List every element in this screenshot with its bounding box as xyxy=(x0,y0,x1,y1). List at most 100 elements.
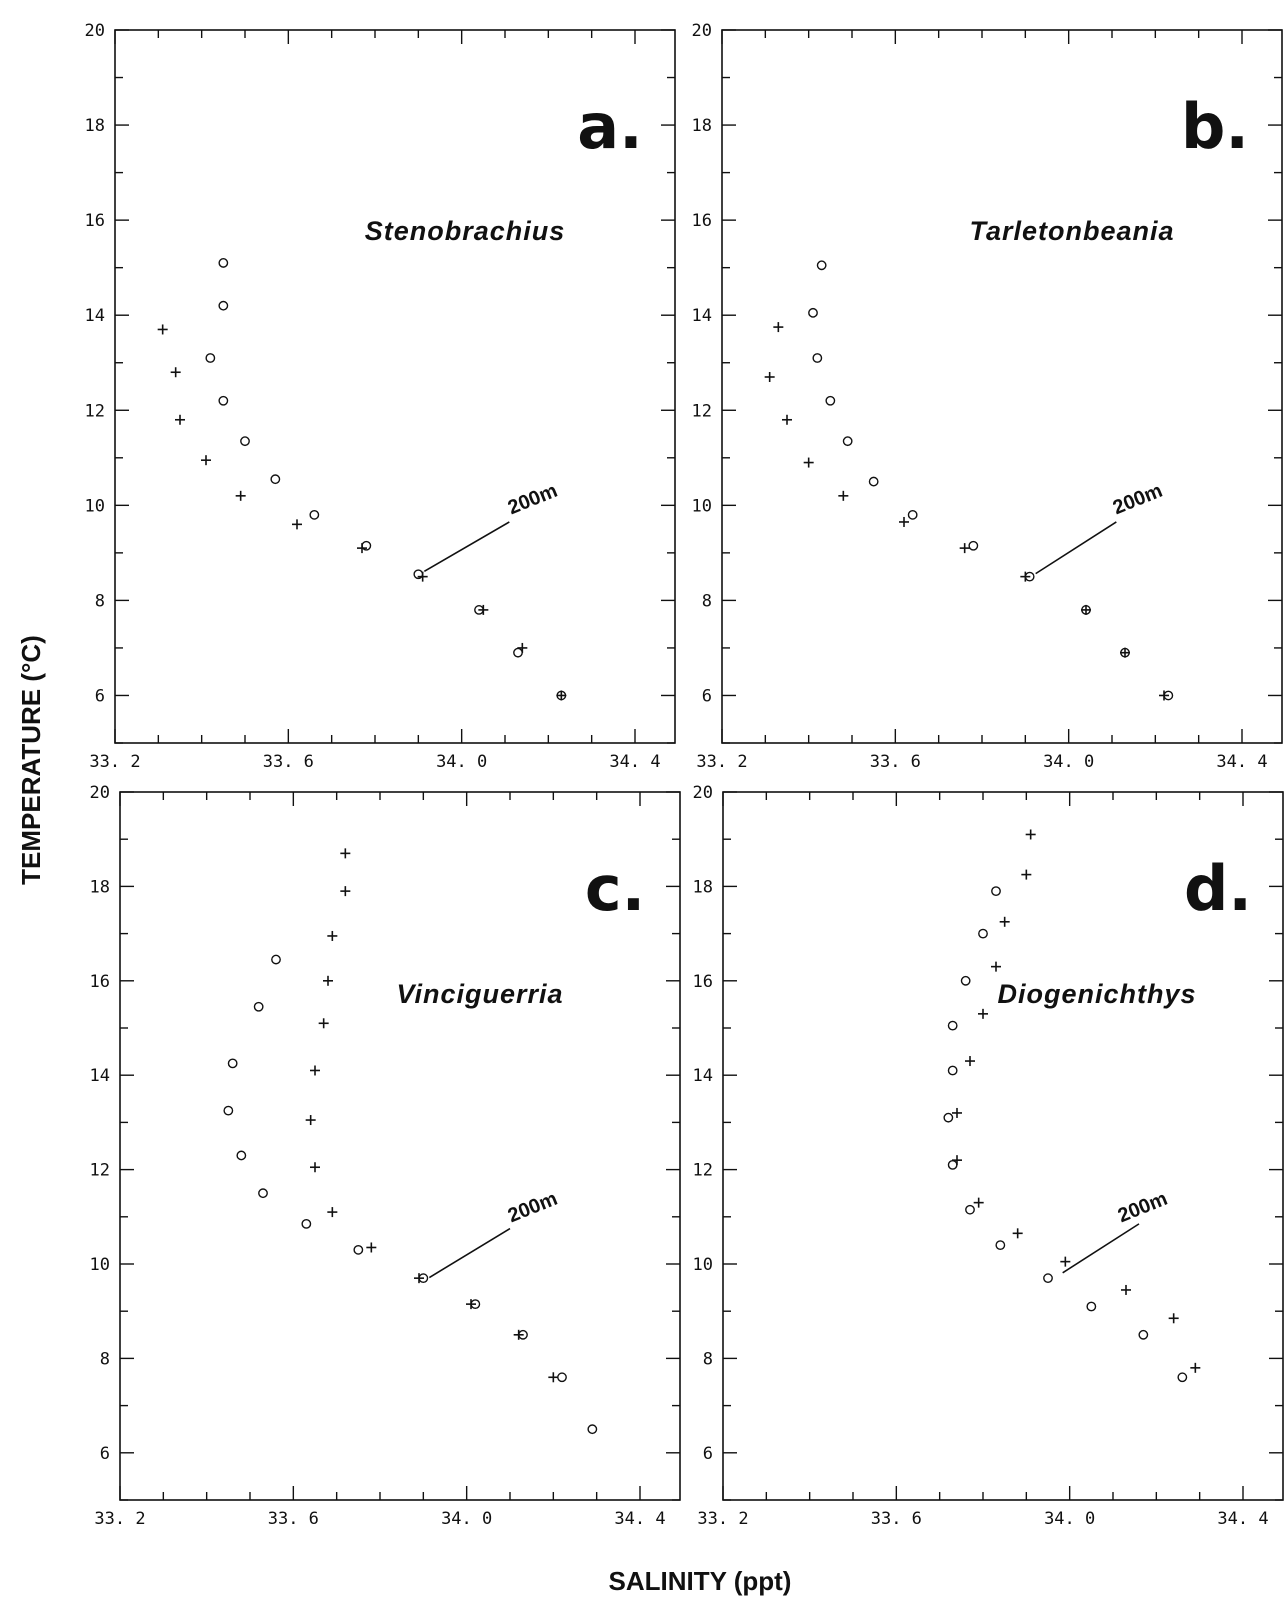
data-point-circle xyxy=(205,353,216,363)
species-label: Diogenichthys xyxy=(997,979,1196,1009)
y-tick-label: 10 xyxy=(692,496,712,516)
data-point-plus xyxy=(366,1242,377,1253)
data-point-plus xyxy=(899,516,909,527)
x-tick-label: 33. 2 xyxy=(697,1509,748,1529)
y-tick-label: 12 xyxy=(692,401,712,421)
data-point-circle xyxy=(353,1244,364,1255)
y-tick-label: 18 xyxy=(692,116,712,136)
y-tick-label: 10 xyxy=(90,1255,110,1275)
data-point-plus xyxy=(1025,829,1036,840)
y-tick-label: 16 xyxy=(90,972,110,992)
species-label: Tarletonbeania xyxy=(969,216,1174,246)
data-point-plus xyxy=(235,490,246,501)
depth-label: 200m xyxy=(505,1188,561,1228)
data-point-plus xyxy=(556,690,567,701)
data-point-plus xyxy=(952,1107,962,1118)
y-tick-label: 14 xyxy=(692,306,712,326)
data-point-circle xyxy=(947,1020,958,1031)
y-tick-label: 8 xyxy=(95,591,105,611)
data-point-circle xyxy=(825,395,836,406)
x-tick-label: 34. 4 xyxy=(1216,752,1267,772)
data-point-circle xyxy=(556,690,567,701)
data-point-plus xyxy=(340,848,351,859)
data-point-plus xyxy=(1012,1228,1023,1239)
data-point-circle xyxy=(1081,605,1091,615)
depth-label: 200m xyxy=(505,480,561,520)
y-tick-label: 16 xyxy=(692,211,712,231)
x-tick-label: 33. 6 xyxy=(870,752,921,772)
data-point-circle xyxy=(513,647,523,658)
depth-leader-line xyxy=(1035,521,1117,575)
y-tick-label: 20 xyxy=(90,783,110,803)
depth-leader-line xyxy=(428,1227,511,1279)
data-point-plus xyxy=(323,975,333,986)
depth-leader-line xyxy=(423,521,510,572)
data-point-plus xyxy=(305,1115,316,1126)
plot-frame xyxy=(114,29,676,744)
data-point-circle xyxy=(968,540,979,551)
data-point-plus xyxy=(999,916,1010,927)
data-point-circle xyxy=(240,436,250,447)
data-point-circle xyxy=(816,260,827,271)
data-point-circle xyxy=(474,605,484,615)
data-point-circle xyxy=(907,509,918,520)
y-tick-label: 12 xyxy=(90,1161,110,1181)
data-point-plus xyxy=(327,1207,338,1218)
data-point-circle xyxy=(470,1299,481,1310)
data-point-plus xyxy=(292,519,302,530)
y-tick-label: 18 xyxy=(693,877,713,897)
data-point-plus xyxy=(1081,604,1091,615)
data-point-plus xyxy=(1060,1256,1071,1267)
data-point-circle xyxy=(842,436,853,447)
data-point-circle xyxy=(1177,1372,1188,1383)
data-point-circle xyxy=(1043,1273,1053,1284)
x-tick-label: 33. 2 xyxy=(94,1509,145,1529)
data-point-circle xyxy=(1120,647,1130,658)
panel-letter: c. xyxy=(585,852,645,925)
data-point-plus xyxy=(965,1056,975,1067)
data-point-circle xyxy=(258,1188,268,1199)
x-tick-label: 34. 0 xyxy=(1043,752,1094,772)
data-point-plus xyxy=(1120,647,1130,658)
x-tick-label: 34. 0 xyxy=(436,752,487,772)
y-axis-title: TEMPERATURE (°C) xyxy=(16,635,46,885)
data-point-plus xyxy=(782,414,792,425)
data-point-circle xyxy=(868,476,879,487)
panel-letter: d. xyxy=(1184,852,1252,925)
y-tick-label: 20 xyxy=(692,21,712,41)
data-point-circle xyxy=(418,1273,429,1284)
data-point-plus xyxy=(201,455,211,466)
x-tick-label: 33. 6 xyxy=(871,1509,922,1529)
data-point-circle xyxy=(518,1329,528,1340)
data-point-plus xyxy=(310,1162,320,1173)
panel-a: 33. 2 33. 6 34. 0 34. 4 6 8 10 12 14 16 18 20 a. Sten… xyxy=(85,21,676,772)
y-tick-label: 12 xyxy=(693,1161,713,1181)
data-point-circle xyxy=(947,1065,958,1076)
data-point-plus xyxy=(175,414,185,425)
data-point-plus xyxy=(157,324,168,335)
data-point-circle xyxy=(978,928,988,939)
y-tick-label: 16 xyxy=(85,211,105,231)
data-point-circle xyxy=(301,1218,312,1229)
data-point-plus xyxy=(170,367,181,378)
data-point-plus xyxy=(1190,1362,1201,1373)
plot-frame xyxy=(722,791,1284,1501)
plot-frame xyxy=(721,29,1283,744)
y-tick-label: 14 xyxy=(693,1066,713,1086)
data-point-plus xyxy=(548,1372,559,1383)
data-point-plus xyxy=(1168,1313,1179,1324)
depth-leader-line xyxy=(1062,1223,1140,1274)
species-label: Vinciguerria xyxy=(396,979,563,1009)
panel-d: 33. 2 33. 6 34. 0 34. 4 6 8 10 12 14 16 18 20 d. Diog… xyxy=(693,783,1284,1529)
y-tick-label: 8 xyxy=(703,1349,713,1369)
panel-letter: b. xyxy=(1181,90,1249,163)
data-point-circle xyxy=(218,395,229,406)
y-tick-label: 10 xyxy=(693,1255,713,1275)
data-point-plus xyxy=(773,322,784,333)
depth-label: 200m xyxy=(1115,1188,1171,1228)
y-tick-label: 18 xyxy=(90,877,110,897)
data-point-circle xyxy=(270,474,281,485)
data-point-circle xyxy=(943,1112,954,1123)
x-tick-label: 33. 6 xyxy=(263,752,314,772)
data-point-circle xyxy=(812,353,823,363)
